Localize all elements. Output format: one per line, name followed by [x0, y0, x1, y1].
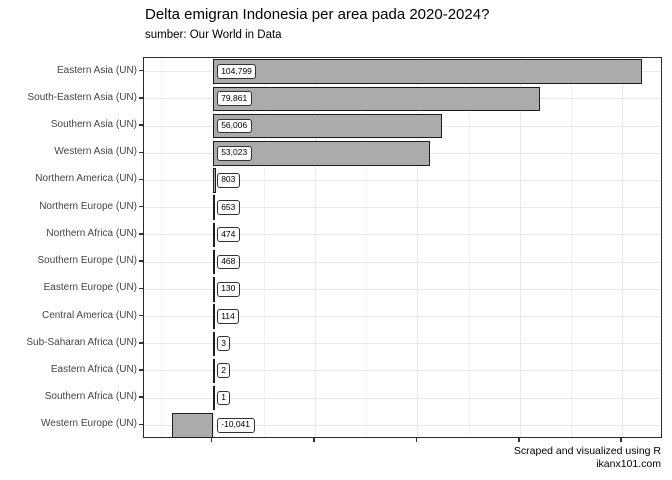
- y-axis-label: Northern America (UN): [35, 173, 137, 185]
- y-axis-label: Southern Asia (UN): [50, 119, 137, 131]
- gridline-minor: [263, 58, 265, 437]
- value-label: -10,041: [216, 417, 255, 433]
- gridline-major: [144, 261, 661, 263]
- bar: [212, 358, 215, 384]
- bar: [212, 277, 215, 302]
- caption-line-2: ikanx101.com: [596, 458, 661, 470]
- gridline-major: [315, 58, 317, 437]
- chart-title: Delta emigran Indonesia per area pada 20…: [145, 6, 490, 23]
- bar: [212, 59, 642, 84]
- gridline-major: [144, 179, 661, 181]
- y-axis-tick: [139, 260, 143, 262]
- y-axis-tick: [139, 314, 143, 317]
- plot-panel: 104,799 79,861 56,006 53,023 803 653 474 468 130…: [143, 57, 662, 438]
- y-axis-label: Southern Africa (UN): [44, 391, 137, 403]
- gridline-major: [212, 58, 214, 437]
- gridline-major: [144, 316, 661, 318]
- y-axis-label: Sub-Saharan Africa (UN): [26, 336, 137, 348]
- value-label: 130: [216, 281, 240, 297]
- gridline-minor: [468, 58, 470, 437]
- bar: [212, 385, 215, 411]
- gridline-major: [622, 58, 624, 437]
- bar: [212, 331, 215, 356]
- value-label: 468: [216, 254, 240, 270]
- y-axis-tick: [139, 287, 143, 290]
- y-axis-label: South-Eastern Asia (UN): [27, 91, 138, 103]
- y-axis-label: Western Europe (UN): [41, 418, 137, 430]
- x-axis-tick: [210, 438, 213, 442]
- y-axis-tick: [139, 233, 143, 235]
- y-axis-tick: [139, 151, 143, 153]
- y-axis-tick: [139, 369, 143, 371]
- bar: [212, 249, 215, 275]
- y-axis-tick: [139, 423, 143, 426]
- y-axis-label: Southern Europe (UN): [37, 255, 138, 267]
- gridline-major: [417, 58, 419, 437]
- value-label: 114: [216, 309, 240, 324]
- value-label: 653: [216, 200, 240, 215]
- gridline-major: [144, 207, 661, 209]
- value-label: 56,006: [216, 118, 252, 134]
- x-axis-tick: [415, 438, 418, 442]
- gridline-minor: [571, 58, 573, 437]
- chart-caption: Scraped and visualized using R ikanx101.…: [514, 445, 661, 471]
- y-axis-tick: [139, 178, 143, 181]
- gridline-major: [144, 424, 661, 426]
- x-axis-tick: [620, 438, 622, 442]
- value-label: 53,023: [216, 145, 252, 161]
- y-axis-label: Northern Africa (UN): [46, 227, 137, 239]
- y-axis-label: Northern Europe (UN): [39, 200, 137, 212]
- value-label: 3: [216, 336, 231, 352]
- y-axis-tick: [139, 124, 143, 126]
- y-axis-label: Eastern Africa (UN): [50, 363, 137, 375]
- gridline-major: [144, 343, 661, 345]
- bar: [212, 195, 216, 220]
- y-axis-tick: [139, 205, 143, 208]
- y-axis: Eastern Asia (UN) South-Eastern Asia (UN)…: [0, 57, 137, 438]
- y-axis-label: Eastern Europe (UN): [43, 282, 137, 294]
- bar: [171, 413, 213, 438]
- y-axis-tick: [139, 69, 143, 72]
- bar: [212, 222, 215, 248]
- value-label: 104,799: [216, 64, 257, 79]
- gridline-major: [144, 370, 661, 372]
- gridline-major: [144, 234, 661, 236]
- y-axis-tick: [139, 396, 143, 398]
- gridline-minor: [366, 58, 368, 437]
- y-axis-tick: [139, 97, 143, 99]
- gridline-major: [519, 58, 521, 437]
- value-label: 2: [216, 363, 231, 379]
- value-label: 1: [216, 390, 231, 406]
- y-axis-label: Central America (UN): [41, 309, 137, 321]
- gridline-major: [144, 397, 661, 399]
- value-label: 803: [216, 172, 240, 188]
- value-label: 79,861: [216, 91, 252, 107]
- y-axis-label: Eastern Asia (UN): [56, 64, 137, 76]
- bar: [212, 304, 215, 329]
- chart-subtitle: sumber: Our World in Data: [145, 29, 282, 41]
- gridline-major: [144, 288, 661, 290]
- caption-line-1: Scraped and visualized using R: [513, 445, 661, 457]
- x-axis-tick: [518, 438, 520, 442]
- bar: [212, 86, 540, 112]
- value-label: 474: [216, 227, 240, 243]
- y-axis-tick: [139, 342, 143, 344]
- gridline-minor: [161, 58, 163, 437]
- bar: [212, 168, 216, 193]
- y-axis-label: Western Asia (UN): [54, 146, 137, 158]
- x-axis-tick: [313, 438, 315, 442]
